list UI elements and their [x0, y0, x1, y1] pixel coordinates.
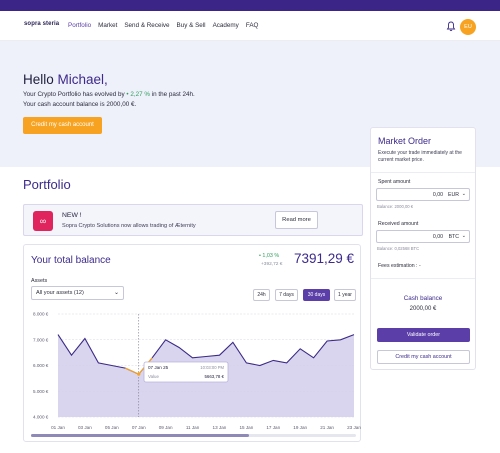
nav-item-market[interactable]: Market	[98, 22, 118, 29]
assets-select[interactable]: All your assets (12) ⌄	[31, 286, 124, 300]
range-24h[interactable]: 24h	[253, 289, 270, 301]
bell-icon[interactable]	[446, 21, 456, 32]
balance-change-abs: +392,72 €	[261, 262, 283, 267]
received-balance: Balance: 0,02568 BTC	[377, 246, 420, 251]
range-1-year[interactable]: 1 year	[334, 289, 356, 301]
market-order-panel: Market Order Execute your trade immediat…	[370, 127, 476, 370]
total-balance-title: Your total balance	[31, 255, 111, 266]
main-menu: Portfolio Market Send & Receive Buy & Se…	[68, 22, 258, 29]
cash-balance-value: 2000,00 €	[409, 306, 437, 312]
news-banner: ∞ NEW ! Sopra Crypto Solutions now allow…	[23, 204, 363, 236]
evolve-prefix: Your Crypto Portfolio has evolved by	[23, 91, 125, 98]
news-text: Sopra Crypto Solutions now allows tradin…	[62, 223, 196, 229]
portfolio-heading: Portfolio	[23, 177, 71, 192]
top-accent-bar	[0, 0, 500, 11]
evolve-suffix: in the past 24h.	[151, 91, 195, 98]
spent-amount-field[interactable]: 0,00 EUR ⌄	[376, 188, 470, 201]
validate-order-button[interactable]: Validate order	[377, 328, 470, 342]
nav-item-send-receive[interactable]: Send & Receive	[124, 22, 170, 29]
user-avatar[interactable]: EU	[460, 19, 476, 35]
range-30-days[interactable]: 30 days	[303, 289, 330, 301]
chevron-down-icon: ⌄	[461, 191, 466, 197]
chevron-down-icon: ⌄	[461, 233, 466, 239]
received-currency: BTC	[448, 234, 459, 240]
assets-label: Assets	[31, 278, 48, 284]
spent-amount-value: 0,00	[432, 192, 443, 198]
cash-balance-label: Cash balance	[403, 295, 443, 302]
received-amount-field[interactable]: 0,00 BTC ⌄	[376, 230, 470, 243]
chevron-down-icon: ⌄	[113, 290, 119, 296]
nav-item-academy[interactable]: Academy	[212, 22, 239, 29]
spent-balance: Balance: 2000,00 €	[377, 204, 414, 209]
evolve-pct-badge: • 2,27 %	[126, 91, 150, 98]
assets-select-value: All your assets (12)	[36, 290, 84, 296]
received-amount-value: 0,00	[432, 234, 443, 240]
spent-currency: EUR	[448, 192, 459, 198]
nav-item-faq[interactable]: FAQ	[245, 22, 259, 29]
evolve-pct: 2,27 %	[130, 91, 150, 98]
greeting-text: Hello	[23, 72, 54, 87]
fees-estimation: Fees estimation : -	[378, 263, 421, 269]
portfolio-evolution-text: Your Crypto Portfolio has evolved by • 2…	[23, 91, 195, 98]
market-order-title: Market Order	[378, 136, 432, 146]
aeternity-logo-icon: ∞	[33, 211, 53, 231]
nav-item-portfolio[interactable]: Portfolio	[68, 22, 92, 29]
credit-cash-button[interactable]: Credit my cash account	[23, 117, 102, 134]
news-title: NEW !	[62, 212, 82, 219]
greeting-heading: Hello Michael,	[23, 72, 108, 87]
received-amount-label: Received amount	[378, 221, 419, 227]
credit-cash-button-secondary[interactable]: Credit my cash account	[377, 350, 470, 364]
nav-item-buy-sell[interactable]: Buy & Sell	[176, 22, 206, 29]
cash-balance-text: Your cash account balance is 2000,00 €.	[23, 101, 137, 108]
range-7-days[interactable]: 7 days	[275, 289, 298, 301]
logo-text: sopra steria	[24, 21, 60, 27]
user-name: Michael,	[57, 72, 108, 87]
sopra-steria-logo[interactable]: sopra steria	[24, 21, 59, 27]
divider	[371, 278, 475, 279]
total-balance-card: Your total balance • 1,03 % +392,72 € 73…	[23, 244, 361, 442]
change-pct-value: 1,03 %	[262, 253, 280, 259]
market-order-description: Execute your trade immediately at the cu…	[378, 150, 462, 163]
read-more-button[interactable]: Read more	[275, 211, 318, 229]
balance-change-pct: • 1,03 %	[259, 253, 280, 259]
top-navigation: sopra steria Portfolio Market Send & Rec…	[0, 11, 500, 41]
total-balance-value: 7391,29 €	[294, 251, 355, 266]
divider	[371, 172, 475, 173]
spent-amount-label: Spent amount	[378, 179, 411, 185]
